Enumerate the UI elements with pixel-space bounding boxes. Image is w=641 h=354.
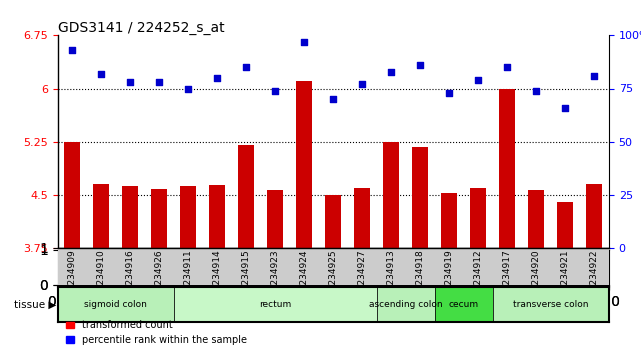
Point bbox=[96, 71, 106, 76]
Text: GSM234914: GSM234914 bbox=[213, 250, 222, 304]
Text: rectum: rectum bbox=[259, 300, 292, 309]
Text: GSM234920: GSM234920 bbox=[532, 250, 541, 304]
Text: GSM234924: GSM234924 bbox=[300, 250, 309, 304]
Legend: transformed count, percentile rank within the sample: transformed count, percentile rank withi… bbox=[63, 316, 251, 349]
Point bbox=[357, 81, 367, 87]
Point bbox=[241, 64, 251, 70]
Bar bbox=[412, 147, 428, 248]
Point bbox=[183, 86, 194, 91]
Bar bbox=[64, 142, 80, 248]
Text: GSM234912: GSM234912 bbox=[474, 250, 483, 304]
Point bbox=[328, 96, 338, 102]
FancyBboxPatch shape bbox=[377, 287, 435, 322]
FancyBboxPatch shape bbox=[435, 287, 493, 322]
Bar bbox=[470, 188, 487, 248]
Text: GDS3141 / 224252_s_at: GDS3141 / 224252_s_at bbox=[58, 21, 224, 35]
Bar bbox=[383, 142, 399, 248]
Text: GSM234915: GSM234915 bbox=[242, 250, 251, 304]
Bar bbox=[93, 184, 109, 248]
Bar bbox=[499, 88, 515, 248]
Bar bbox=[267, 190, 283, 248]
Point bbox=[212, 75, 222, 81]
Point bbox=[560, 105, 570, 110]
Bar bbox=[180, 186, 196, 248]
FancyBboxPatch shape bbox=[493, 287, 609, 322]
Point bbox=[589, 73, 599, 79]
FancyBboxPatch shape bbox=[174, 287, 377, 322]
Text: GSM234921: GSM234921 bbox=[561, 250, 570, 304]
Text: GSM234925: GSM234925 bbox=[329, 250, 338, 304]
Point bbox=[415, 62, 426, 68]
Text: tissue ▶: tissue ▶ bbox=[14, 299, 56, 309]
Text: GSM234919: GSM234919 bbox=[445, 250, 454, 304]
Bar bbox=[587, 184, 603, 248]
Point bbox=[125, 79, 135, 85]
Point bbox=[531, 88, 542, 93]
Text: GSM234917: GSM234917 bbox=[503, 250, 512, 304]
Text: GSM234916: GSM234916 bbox=[126, 250, 135, 304]
Bar bbox=[209, 185, 225, 248]
Text: ascending colon: ascending colon bbox=[369, 300, 443, 309]
Text: GSM234909: GSM234909 bbox=[68, 250, 77, 304]
Bar bbox=[354, 188, 370, 248]
Point bbox=[503, 64, 513, 70]
Bar bbox=[122, 186, 138, 248]
Bar bbox=[442, 193, 458, 248]
Bar bbox=[326, 195, 341, 248]
Point bbox=[444, 90, 454, 96]
Point bbox=[387, 69, 397, 74]
Bar bbox=[238, 145, 254, 248]
Text: GSM234918: GSM234918 bbox=[416, 250, 425, 304]
Point bbox=[270, 88, 280, 93]
Bar bbox=[296, 81, 312, 248]
Text: sigmoid colon: sigmoid colon bbox=[84, 300, 147, 309]
Bar bbox=[558, 202, 574, 248]
Text: GSM234923: GSM234923 bbox=[271, 250, 279, 304]
Text: GSM234911: GSM234911 bbox=[184, 250, 193, 304]
Point bbox=[299, 39, 310, 45]
Text: GSM234913: GSM234913 bbox=[387, 250, 396, 304]
Text: GSM234927: GSM234927 bbox=[358, 250, 367, 304]
Text: GSM234922: GSM234922 bbox=[590, 250, 599, 304]
Text: cecum: cecum bbox=[449, 300, 479, 309]
Point bbox=[154, 79, 164, 85]
Point bbox=[473, 77, 483, 83]
Text: transverse colon: transverse colon bbox=[513, 300, 588, 309]
Bar bbox=[528, 190, 544, 248]
Bar bbox=[151, 189, 167, 248]
Text: GSM234910: GSM234910 bbox=[97, 250, 106, 304]
Point bbox=[67, 47, 78, 53]
Text: GSM234926: GSM234926 bbox=[154, 250, 163, 304]
FancyBboxPatch shape bbox=[58, 287, 174, 322]
